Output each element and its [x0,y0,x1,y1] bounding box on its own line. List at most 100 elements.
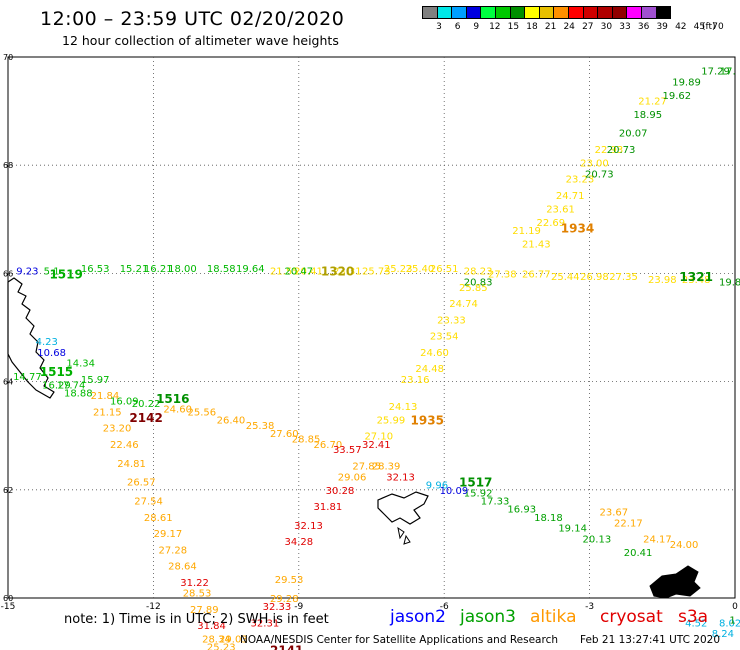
pass-time-label: 2141 [270,643,303,650]
wave-height-label: 17.74 [57,380,86,391]
pass-time-label: 2142 [129,411,162,425]
wave-height-label: 28.39 [372,461,401,472]
wave-height-label: 20.22 [132,399,161,410]
wave-height-label: 16.21 [144,264,173,275]
wave-height-label: 25.23 [207,643,236,650]
colorbar-label: 33 [619,22,631,32]
lon-tick-label: 0 [732,602,738,612]
wave-height-label: 17.29 [701,67,730,78]
wave-height-label: 33.57 [333,445,362,456]
credit-text: NOAA/NESDIS Center for Satellite Applica… [240,634,558,646]
lon-tick-label: -3 [585,602,594,612]
wave-height-label: 18.58 [207,264,236,275]
wave-height-label: 34.28 [284,537,313,548]
wave-height-label: 29.28 [270,594,299,605]
wave-height-label: 20.41 [294,267,323,278]
map-title: 12:00 – 23:59 UTC 02/20/2020 [40,8,345,30]
colorbar-label: 18 [526,22,538,32]
wave-height-label: 32.13 [386,472,415,483]
wave-height-label: 18.95 [633,110,662,121]
lon-tick-label: -15 [1,602,16,612]
lon-tick-label: -6 [440,602,449,612]
wave-height-label: 27.38 [488,269,517,280]
wave-height-label: 22.46 [110,440,139,451]
lat-tick-label: 60 [3,594,13,603]
faroe-islands-coastline [377,491,429,525]
wave-height-label: 24.60 [163,405,192,416]
colorbar-label: 3 [436,22,442,32]
colorbar-label: 6 [454,22,461,32]
wave-height-label: 10.68 [37,348,66,359]
wave-height-label: 31.84 [197,621,226,632]
wave-height-label: 9.23 [16,267,38,278]
edge-wave-label: 1 [729,616,735,627]
wave-height-label: 32.13 [294,521,323,532]
wave-height-label: 4.23 [36,337,58,348]
wave-height-label: 18.18 [534,513,563,524]
wave-height-label: 24.60 [420,348,449,359]
wave-height-label: 18.00 [168,264,197,275]
wave-height-label: 21.43 [522,240,551,251]
wave-height-label: 19.89 [672,77,701,88]
wave-height-label: 19.14 [558,524,587,535]
wave-height-label: 28.53 [183,589,212,600]
wave-height-label: 16.53 [81,264,110,275]
wave-height-label: 27.60 [270,429,299,440]
wave-height-label: 23.00 [580,158,609,169]
wave-height-label: 5.1 [44,267,60,278]
wave-height-label: 20.41 [624,548,653,559]
wave-height-label: 16.09 [110,397,139,408]
faroe-small-islands [397,526,411,545]
wave-height-label: 20.47 [284,267,313,278]
wave-height-label: 24.13 [389,402,418,413]
wave-height-label: 24.71 [556,191,585,202]
wave-height-label: 25.38 [246,421,275,432]
wave-height-label: 14.77 [13,372,42,383]
legend-item-cryosat: cryosat [600,607,663,627]
wave-height-label: 25.56 [188,407,217,418]
wave-height-label: 21.84 [91,391,120,402]
footer-note: note: 1) Time is in UTC; 2) SWH is in fe… [64,612,329,627]
wave-height-label: 23.48 [682,275,711,286]
wave-height-label: 28.34 [202,635,231,646]
wave-height-label: 24.00 [670,540,699,551]
wave-height-label: 8.24 [712,629,734,640]
wave-height-label: 31.22 [180,578,209,589]
wave-height-label: 21.19 [512,226,541,237]
wave-height-label: 15.21 [120,264,149,275]
wave-height-label: 22.69 [537,218,566,229]
wave-height-label: 23.54 [430,332,459,343]
wave-height-label: 27.85 [352,461,381,472]
wave-height-label: 24.74 [449,299,478,310]
wave-height-label: 25.23 [384,264,413,275]
legend-item-jason2: jason2 [390,607,446,627]
colorbar-unit: (ft) [702,22,716,32]
legend-item-altika: altika [530,607,577,627]
wave-height-label: 27.35 [609,272,638,283]
wave-height-label: 20.13 [583,534,612,545]
wave-height-label: 15.92 [464,489,493,500]
wave-height-label: 20.73 [607,145,636,156]
lat-tick-label: 70 [3,53,13,62]
iceland-coastline [7,277,55,399]
colorbar-label: 9 [473,22,480,32]
legend-item-s3a: s3a [678,607,709,627]
colorbar-swatch [655,6,672,19]
wave-height-label: 26.77 [522,269,551,280]
wave-height-label: 27.28 [158,545,187,556]
wave-height-label: 24.17 [643,534,672,545]
colorbar-label: 39 [656,22,668,32]
wave-height-label: 23.98 [648,275,677,286]
wave-height-label: 28.64 [168,562,197,573]
wave-height-label: 32.31 [251,618,280,629]
wave-height-label: 16.29 [42,380,71,391]
wave-height-label: 32.33 [263,602,292,613]
wave-height-label: 24.48 [415,364,444,375]
wave-height-label: 14.34 [66,359,95,370]
wave-height-label: 9.96 [426,480,448,491]
colorbar-label: 30 [600,22,613,32]
wave-height-label: 29.06 [338,472,367,483]
wave-height-label: 23.31 [333,267,362,278]
colorbar-labels: 3 6 9 12 15 18 21 24 27 30 33 36 39 42 45 70 [422,22,740,34]
